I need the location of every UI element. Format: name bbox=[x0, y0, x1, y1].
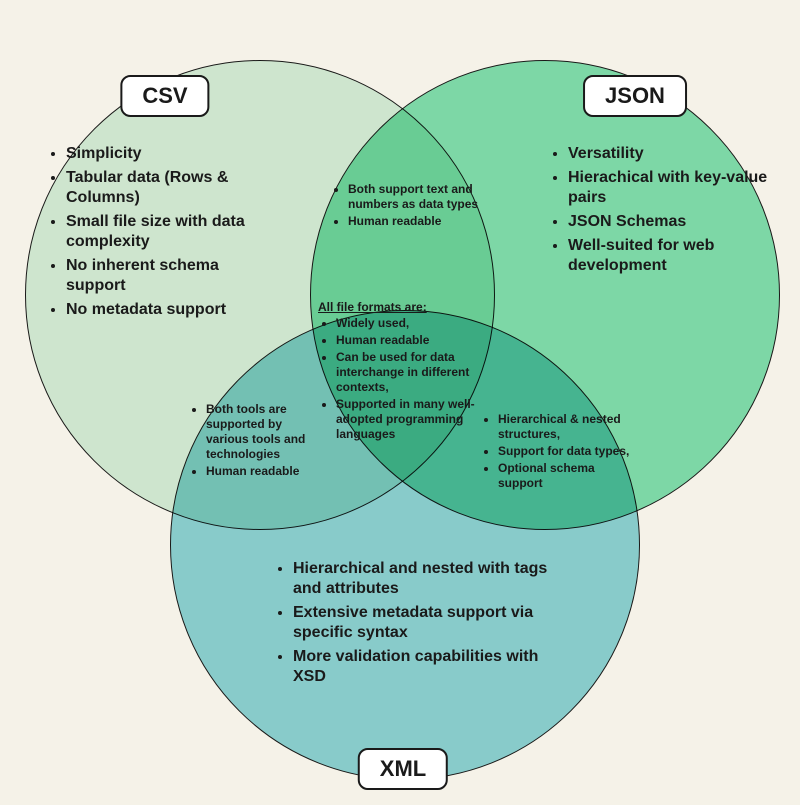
json-item: JSON Schemas bbox=[568, 212, 768, 232]
region-json-only: Versatility Hierachical with key-value pa… bbox=[550, 140, 768, 280]
csv-item: Tabular data (Rows & Columns) bbox=[66, 168, 278, 208]
label-json: JSON bbox=[583, 75, 687, 117]
center-item: Can be used for data interchange in diff… bbox=[336, 350, 493, 395]
xml-item: Extensive metadata support via specific … bbox=[293, 603, 565, 643]
label-xml: XML bbox=[358, 748, 448, 790]
json-xml-item: Optional schema support bbox=[498, 461, 630, 491]
csv-xml-item: Both tools are supported by various tool… bbox=[206, 402, 313, 462]
json-item: Hierachical with key-value pairs bbox=[568, 168, 768, 208]
region-center: All file formats are: Widely used, Human … bbox=[318, 300, 493, 444]
center-item: Supported in many well-adopted programmi… bbox=[336, 397, 493, 442]
csv-item: Small file size with data complexity bbox=[66, 212, 278, 252]
csv-json-item: Human readable bbox=[348, 214, 505, 229]
json-xml-item: Hierarchical & nested structures, bbox=[498, 412, 630, 442]
xml-item: More validation capabilities with XSD bbox=[293, 647, 565, 687]
xml-item: Hierarchical and nested with tags and at… bbox=[293, 559, 565, 599]
json-item: Well-suited for web development bbox=[568, 236, 768, 276]
label-csv: CSV bbox=[120, 75, 209, 117]
venn-stage: CSV JSON XML Simplicity Tabular data (Row… bbox=[0, 0, 800, 805]
csv-item: No inherent schema support bbox=[66, 256, 278, 296]
csv-item: Simplicity bbox=[66, 144, 278, 164]
csv-xml-item: Human readable bbox=[206, 464, 313, 479]
json-xml-item: Support for data types, bbox=[498, 444, 630, 459]
center-item: Human readable bbox=[336, 333, 493, 348]
region-csv-only: Simplicity Tabular data (Rows & Columns)S… bbox=[48, 140, 278, 324]
region-csv-json: Both support text and numbers as data ty… bbox=[330, 180, 505, 231]
region-csv-xml: Both tools are supported by various tool… bbox=[188, 400, 313, 481]
csv-json-item: Both support text and numbers as data ty… bbox=[348, 182, 505, 212]
json-item: Versatility bbox=[568, 144, 768, 164]
region-xml-only: Hierarchical and nested with tags and at… bbox=[275, 555, 565, 691]
center-item: Widely used, bbox=[336, 316, 493, 331]
region-json-xml: Hierarchical & nested structures, Support… bbox=[480, 410, 630, 493]
csv-item: No metadata support bbox=[66, 300, 278, 320]
center-title: All file formats are: bbox=[318, 300, 493, 314]
